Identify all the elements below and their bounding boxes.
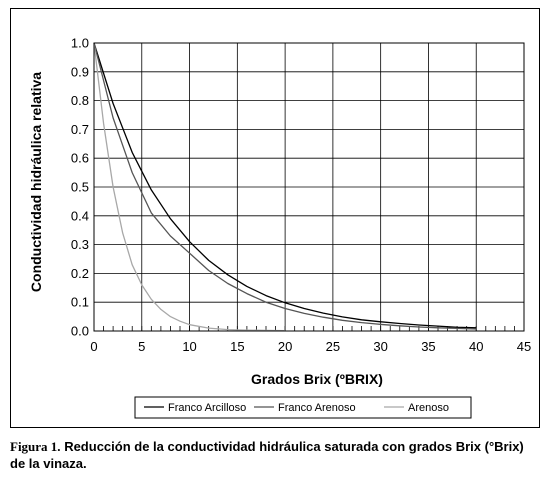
- x-tick-label: 30: [373, 339, 387, 354]
- figure-frame: 0.0 0.1 0.2 0.3 0.4 0.5 0.6 0.7 0.8 0.9 1.0 0 5 10 15…: [10, 8, 540, 428]
- figure-label: Figura 1.: [10, 439, 61, 454]
- legend-label-franco-arenoso: Franco Arenoso: [278, 402, 356, 414]
- x-tick-label: 40: [469, 339, 483, 354]
- y-tick-label: 0.8: [71, 93, 89, 108]
- x-tick-label: 25: [326, 339, 340, 354]
- x-tick-label: 45: [517, 339, 531, 354]
- legend-label-arenoso: Arenoso: [408, 402, 449, 414]
- y-tick-label: 0.0: [71, 324, 89, 339]
- x-tick-label: 15: [230, 339, 244, 354]
- y-tick-label: 0.2: [71, 266, 89, 281]
- x-tick-label: 5: [138, 339, 145, 354]
- y-tick-label: 0.9: [71, 64, 89, 79]
- y-tick-label: 0.4: [71, 208, 89, 223]
- y-tick-label: 0.1: [71, 295, 89, 310]
- x-tick-labels: 0 5 10 15 20 25 30 35 40 45: [90, 339, 531, 354]
- line-chart: 0.0 0.1 0.2 0.3 0.4 0.5 0.6 0.7 0.8 0.9 1.0 0 5 10 15…: [28, 36, 531, 419]
- figure-caption-text: Reducción de la conductividad hidráulica…: [10, 439, 524, 471]
- y-axis-title: Conductividad hidráulica relativa: [28, 72, 44, 292]
- x-tick-label: 0: [90, 339, 97, 354]
- legend-label-franco-arcilloso: Franco Arcilloso: [168, 402, 246, 414]
- y-tick-label: 0.3: [71, 237, 89, 252]
- y-tick-label: 0.5: [71, 180, 89, 195]
- grid-lines: [93, 42, 525, 332]
- series-line-arenoso: [93, 42, 286, 332]
- x-tick-label: 20: [278, 339, 292, 354]
- x-axis-title: Grados Brix (ºBRIX): [251, 371, 383, 387]
- series-line-franco-arcilloso: [93, 42, 477, 329]
- x-tick-label: 10: [182, 339, 196, 354]
- y-tick-label: 1.0: [71, 36, 89, 51]
- series-lines: [93, 42, 477, 332]
- x-tick-label: 35: [421, 339, 435, 354]
- y-tick-label: 0.7: [71, 122, 89, 137]
- legend: Franco Arcilloso Franco Arenoso Arenoso: [134, 396, 472, 419]
- y-tick-labels: 0.0 0.1 0.2 0.3 0.4 0.5 0.6 0.7 0.8 0.9 1.0: [71, 36, 89, 339]
- series-line-franco-arenoso: [93, 42, 477, 330]
- y-tick-label: 0.6: [71, 151, 89, 166]
- plot-border: [93, 42, 525, 332]
- minor-ticks: [93, 326, 525, 331]
- figure-caption: Figura 1. Reducción de la conductividad …: [10, 438, 540, 472]
- legend-box: [134, 396, 472, 419]
